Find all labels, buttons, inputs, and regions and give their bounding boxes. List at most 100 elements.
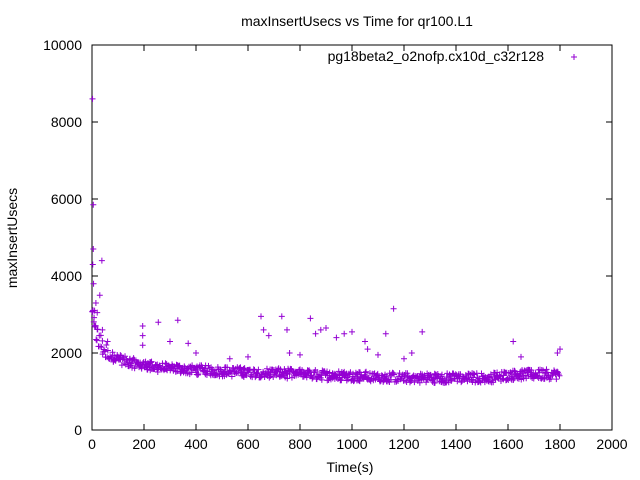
y-axis-label: maxInsertUsecs (4, 188, 20, 288)
data-point (303, 374, 310, 381)
data-point (408, 377, 415, 384)
data-point (122, 353, 129, 360)
x-tick-label: 1600 (492, 436, 523, 452)
data-point-outlier (139, 332, 146, 339)
data-point-outlier (518, 353, 524, 360)
x-tick-label: 1000 (336, 436, 367, 452)
data-point (240, 365, 247, 372)
y-tick-label: 6000 (51, 191, 82, 207)
legend: pg18beta2_o2nofp.cx10d_c32r128 (328, 48, 577, 64)
data-point (335, 368, 342, 375)
data-point (101, 348, 108, 355)
data-point (128, 360, 135, 367)
data-point-outlier (90, 280, 97, 287)
y-tick-label: 0 (74, 422, 82, 438)
data-point-outlier (317, 326, 324, 333)
data-point-outlier (90, 246, 97, 253)
data-point (356, 378, 363, 385)
data-point (356, 377, 363, 384)
x-tick-label: 800 (288, 436, 312, 452)
data-point (97, 343, 104, 350)
data-point (375, 374, 382, 381)
x-tick-label: 400 (184, 436, 208, 452)
data-point-outlier (408, 350, 415, 356)
x-tick-label: 1200 (388, 436, 419, 452)
data-point (430, 376, 437, 383)
data-point-outlier (89, 261, 96, 268)
data-point-outlier (167, 338, 173, 345)
data-point-outlier (139, 342, 146, 349)
data-point (538, 366, 545, 373)
data-point (431, 379, 438, 386)
data-point (286, 371, 293, 378)
data-point (195, 371, 202, 378)
data-point (123, 356, 130, 363)
data-point (525, 372, 532, 379)
y-tick-label: 8000 (51, 114, 82, 130)
data-point-outlier (284, 326, 290, 333)
data-point-outlier (510, 338, 517, 345)
data-point-outlier (104, 338, 111, 345)
data-point-outlier (401, 355, 407, 362)
data-point (556, 372, 563, 379)
data-point-outlier (99, 326, 106, 333)
data-point-outlier (193, 350, 199, 356)
data-point (254, 369, 261, 376)
data-point-outlier (92, 299, 99, 306)
chart-title: maxInsertUsecs vs Time for qr100.L1 (241, 13, 473, 29)
data-point-outlier (98, 257, 105, 264)
data-point (363, 368, 370, 375)
legend-marker-glyph (571, 54, 577, 60)
data-points (89, 95, 563, 387)
data-point (516, 373, 523, 380)
data-point (547, 375, 554, 382)
y-tick-label: 10000 (43, 37, 82, 53)
data-point (536, 369, 543, 376)
data-point-outlier (96, 292, 103, 299)
x-tick-label: 200 (132, 436, 156, 452)
data-point (318, 376, 325, 383)
data-point (148, 358, 155, 365)
data-point (201, 365, 208, 372)
data-point-outlier (258, 313, 264, 320)
data-point-outlier (307, 315, 314, 322)
data-point-outlier (185, 340, 192, 347)
data-point (147, 359, 154, 366)
data-point (443, 374, 450, 381)
data-point (476, 378, 483, 385)
legend-label: pg18beta2_o2nofp.cx10d_c32r128 (328, 48, 545, 64)
data-point-outlier (90, 201, 97, 208)
data-point (194, 371, 201, 378)
data-point (103, 341, 110, 348)
data-point (374, 370, 381, 377)
data-point (93, 337, 100, 344)
data-point (163, 366, 170, 373)
data-point (411, 379, 418, 386)
data-point (378, 372, 385, 379)
data-point-outlier (155, 319, 162, 326)
data-point-outlier (89, 95, 96, 102)
data-point (333, 374, 340, 381)
data-point (104, 347, 111, 354)
data-point-outlier (323, 324, 329, 331)
data-point-outlier (260, 326, 267, 333)
data-point (91, 314, 98, 321)
data-point (326, 369, 333, 376)
data-point-outlier (390, 305, 397, 312)
data-point (508, 370, 515, 377)
x-tick-label: 0 (88, 436, 96, 452)
data-point (94, 326, 101, 333)
data-point-outlier (297, 351, 303, 358)
data-point-outlier (312, 330, 319, 337)
data-point (138, 365, 145, 372)
data-point (267, 373, 274, 380)
y-tick-label: 4000 (51, 268, 82, 284)
data-point (129, 364, 136, 371)
data-point-outlier (557, 346, 563, 353)
data-point-outlier (174, 317, 181, 324)
data-point (543, 366, 550, 373)
data-point (458, 379, 465, 386)
data-point (149, 362, 156, 369)
data-point (416, 379, 423, 386)
data-point (109, 349, 116, 356)
